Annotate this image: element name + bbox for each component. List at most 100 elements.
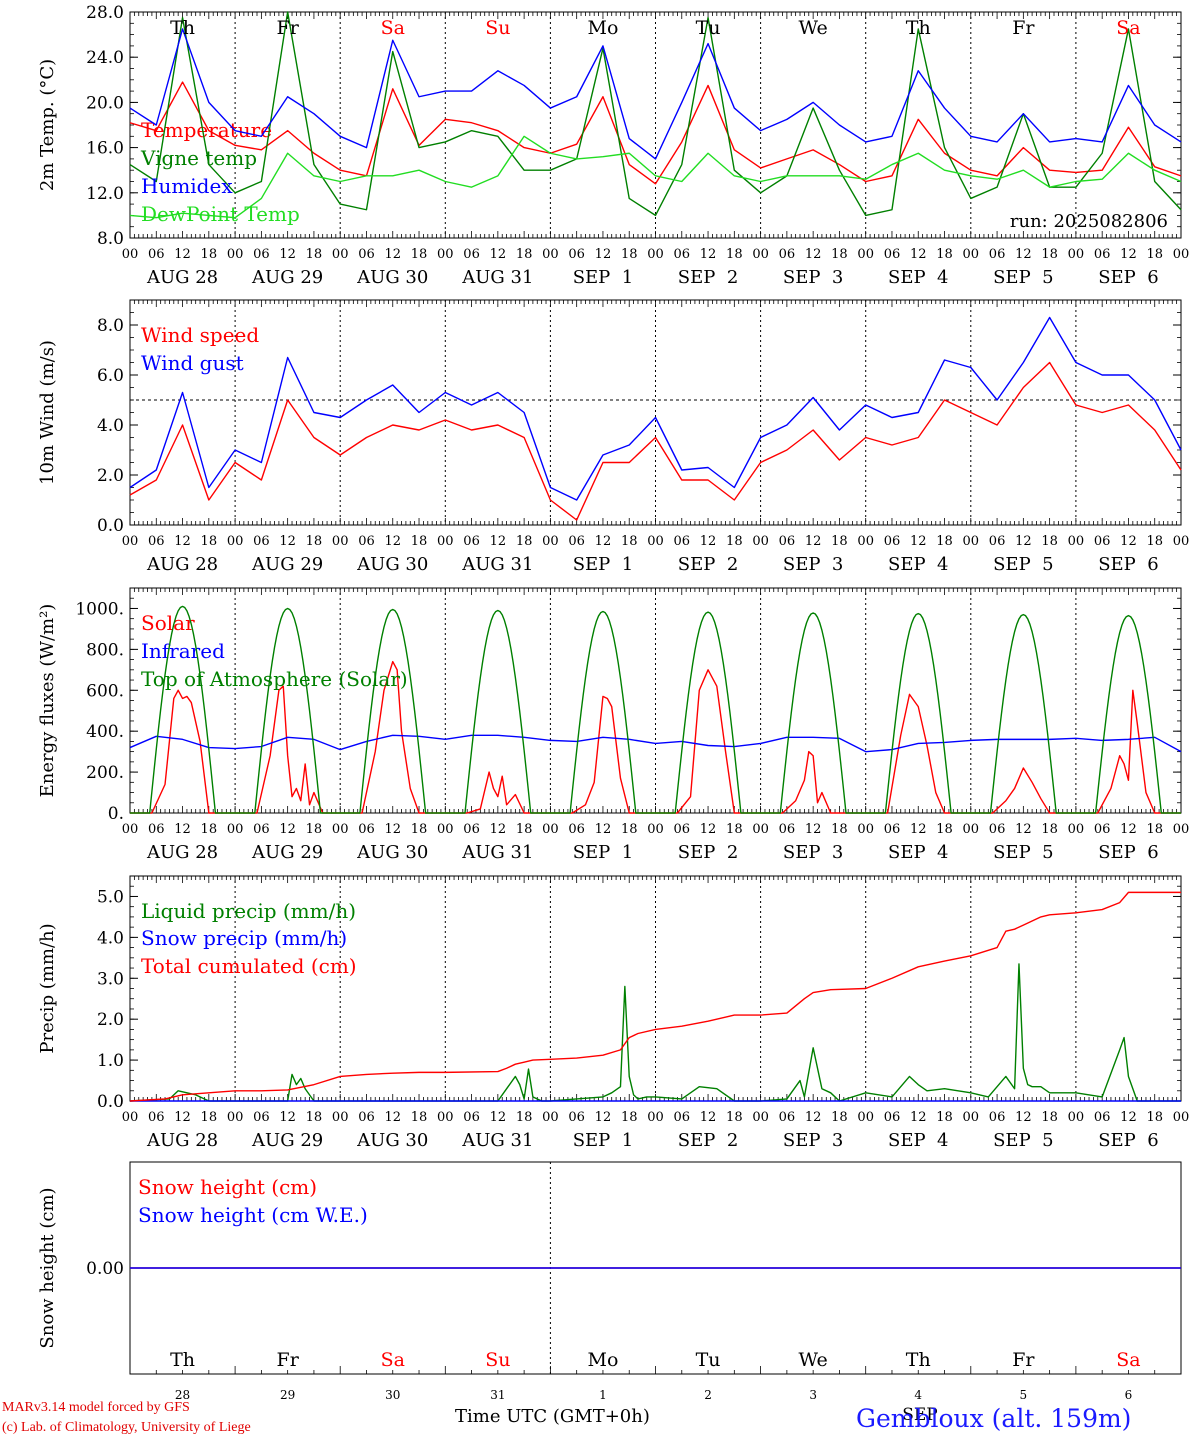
date-label: AUG 31: [461, 842, 533, 863]
hour-tick-label: 12: [1015, 247, 1032, 262]
hour-tick-label: 18: [411, 1110, 428, 1125]
y-tick-label: 400.: [86, 722, 124, 742]
hour-tick-label: 00: [332, 247, 349, 262]
hour-tick-label: 12: [174, 247, 191, 262]
day-number: 31: [490, 1388, 505, 1402]
hour-tick-label: 12: [595, 1110, 612, 1125]
hour-tick-label: 12: [384, 247, 401, 262]
legend-precip-0: Liquid precip (mm/h): [141, 899, 356, 923]
hour-tick-label: 00: [542, 534, 559, 549]
y-tick-label: 5.0: [97, 887, 124, 907]
hour-tick-label: 18: [1041, 1110, 1058, 1125]
day-number: 29: [280, 1388, 295, 1402]
hour-tick-label: 12: [910, 247, 927, 262]
hour-tick-label: 00: [647, 247, 664, 262]
legend-energy-1: Infrared: [141, 639, 225, 663]
y-tick-label: 1000.: [75, 599, 124, 619]
y-tick-label: 24.0: [86, 48, 124, 68]
hour-tick-label: 06: [989, 1110, 1006, 1125]
weekday-label: Mo: [587, 17, 618, 39]
hour-tick-label: 06: [148, 247, 165, 262]
hour-tick-label: 12: [700, 534, 717, 549]
series-line-temp-0: [129, 81, 1182, 185]
date-label: SEP 5: [993, 1130, 1053, 1151]
series-line-energy-2: [130, 605, 1181, 814]
hour-tick-label: 18: [306, 247, 323, 262]
lab-credit: (c) Lab. of Climatology, University of L…: [2, 1420, 251, 1435]
hour-tick-label: 12: [1015, 822, 1032, 837]
weekday-label-bottom: Tu: [696, 1349, 721, 1371]
hour-tick-label: 18: [1146, 247, 1163, 262]
hour-tick-label: 18: [726, 247, 743, 262]
hour-tick-label: 12: [805, 1110, 822, 1125]
hour-tick-label: 06: [1094, 822, 1111, 837]
weekday-label-bottom: We: [799, 1349, 828, 1371]
weekday-label: Su: [485, 17, 510, 39]
hour-tick-label: 00: [227, 1110, 244, 1125]
hour-tick-label: 18: [936, 822, 953, 837]
date-label: AUG 29: [251, 1130, 323, 1151]
hour-tick-label: 18: [936, 1110, 953, 1125]
hour-tick-label: 18: [831, 247, 848, 262]
y-tick-label: 1.0: [97, 1051, 124, 1071]
legend-precip-2: Total cumulated (cm): [141, 954, 357, 978]
hour-tick-label: 00: [1068, 822, 1085, 837]
bottom-month-label: SEP: [902, 1405, 938, 1425]
hour-tick-label: 12: [700, 1110, 717, 1125]
hour-tick-label: 00: [1173, 247, 1190, 262]
hour-tick-label: 06: [253, 534, 270, 549]
hour-tick-label: 18: [306, 1110, 323, 1125]
hour-tick-label: 00: [437, 1110, 454, 1125]
y-axis-title: 2m Temp. (°C): [37, 59, 58, 191]
legend-energy-0: Solar: [141, 611, 195, 635]
y-tick-label: 8.0: [97, 316, 124, 336]
hour-tick-label: 18: [726, 534, 743, 549]
hour-tick-label: 00: [122, 534, 139, 549]
hour-tick-label: 00: [1173, 822, 1190, 837]
hour-tick-label: 06: [568, 822, 585, 837]
hour-tick-label: 18: [306, 534, 323, 549]
date-label: SEP 3: [783, 842, 843, 863]
y-tick-label: 4.0: [97, 928, 124, 948]
weekday-label-bottom: Sa: [381, 1349, 405, 1371]
series-line-temp-2: [129, 28, 1182, 160]
day-number: 5: [1020, 1388, 1028, 1402]
hour-tick-label: 00: [227, 247, 244, 262]
hour-tick-label: 12: [1015, 1110, 1032, 1125]
hour-tick-label: 18: [1146, 822, 1163, 837]
weekday-label: Fr: [1012, 17, 1035, 39]
hour-tick-label: 00: [647, 1110, 664, 1125]
date-label: SEP 1: [573, 267, 633, 288]
series-line-temp-1: [129, 11, 1182, 217]
y-axis-title: 10m Wind (m/s): [37, 340, 58, 485]
y-tick-label: 600.: [86, 681, 124, 701]
hour-tick-label: 00: [1068, 534, 1085, 549]
date-label: SEP 3: [783, 267, 843, 288]
hour-tick-label: 06: [358, 247, 375, 262]
hour-tick-label: 06: [148, 534, 165, 549]
hour-tick-label: 06: [253, 822, 270, 837]
hour-tick-label: 18: [516, 534, 533, 549]
hour-tick-label: 12: [910, 822, 927, 837]
hour-tick-label: 12: [384, 1110, 401, 1125]
weekday-label-bottom: Th: [906, 1349, 931, 1371]
hour-tick-label: 12: [490, 534, 507, 549]
hour-tick-label: 18: [201, 1110, 218, 1125]
legend-temp-2: Humidex: [141, 174, 233, 198]
weekday-label: Sa: [381, 17, 405, 39]
model-credit: MARv3.14 model forced by GFS: [2, 1400, 190, 1415]
hour-tick-label: 12: [279, 822, 296, 837]
date-label: SEP 2: [678, 554, 738, 575]
y-tick-label: 2.0: [97, 466, 124, 486]
hour-tick-label: 18: [201, 247, 218, 262]
hour-tick-label: 06: [463, 534, 480, 549]
hour-tick-label: 06: [463, 247, 480, 262]
run-label: run: 2025082806: [1010, 211, 1168, 232]
weekday-label-bottom: Th: [170, 1349, 195, 1371]
hour-tick-label: 18: [1146, 1110, 1163, 1125]
hour-tick-label: 00: [647, 534, 664, 549]
date-label: AUG 31: [461, 267, 533, 288]
hour-tick-label: 00: [752, 1110, 769, 1125]
series-line-precip-0: [129, 963, 1181, 1102]
hour-tick-label: 00: [332, 822, 349, 837]
